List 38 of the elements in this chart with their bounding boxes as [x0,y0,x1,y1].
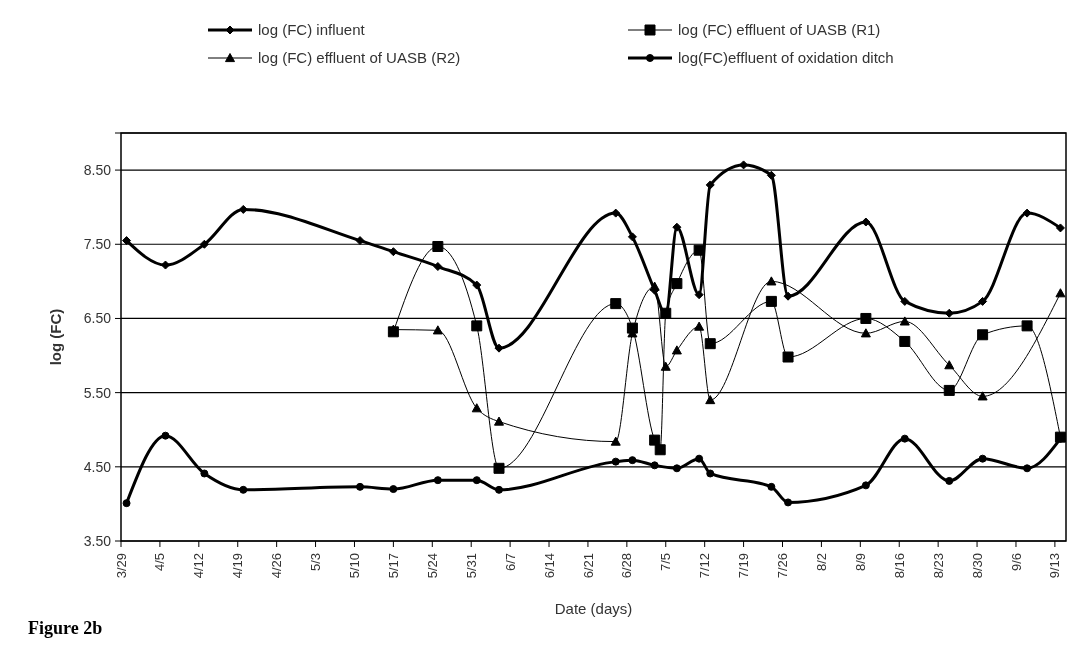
x-tick-label: 5/31 [463,553,479,579]
legend-label: log (FC) influent [258,21,366,39]
x-tick-label: 4/19 [230,553,246,579]
y-tick-label: 3.50 [83,532,112,549]
x-tick-label: 6/14 [541,553,557,579]
legend-label: log(FC)effluent of oxidation ditch [678,49,894,67]
x-tick-label: 5/3 [308,553,324,572]
x-tick-label: 8/2 [813,553,829,572]
x-tick-label: 5/10 [347,553,363,579]
x-tick-label: 8/30 [969,553,985,579]
y-tick-label: 4.50 [83,458,112,475]
x-tick-label: 9/13 [1047,553,1063,579]
x-tick-label: 3/29 [113,553,129,579]
x-tick-label: 4/5 [152,553,168,572]
y-tick-label: 7.50 [83,236,112,253]
x-axis-title: Date (days) [554,600,633,617]
y-tick-label: 6.50 [83,310,112,327]
x-tick-label: 6/21 [580,553,596,579]
caption: Figure 2b [28,618,103,638]
x-tick-label: 8/9 [852,553,868,572]
x-tick-label: 6/28 [619,553,635,579]
x-tick-label: 8/23 [930,553,946,579]
y-tick-label: 8.50 [83,161,112,178]
x-tick-label: 5/17 [385,553,401,579]
legend-label: log (FC) effluent of UASB (R2) [258,49,461,67]
x-tick-label: 7/26 [775,553,791,579]
x-tick-label: 6/7 [502,553,518,572]
legend-label: log (FC) effluent of UASB (R1) [678,21,881,39]
y-axis-title: log (FC) [47,308,64,366]
x-tick-label: 7/5 [658,553,674,572]
x-tick-label: 8/16 [891,553,907,579]
x-tick-label: 7/12 [697,553,713,579]
x-tick-label: 4/12 [191,553,207,579]
x-tick-label: 4/26 [269,553,285,579]
x-tick-label: 9/6 [1008,553,1024,572]
x-tick-label: 5/24 [424,553,440,579]
x-tick-label: 7/19 [736,553,752,579]
y-tick-label: 5.50 [83,384,112,401]
